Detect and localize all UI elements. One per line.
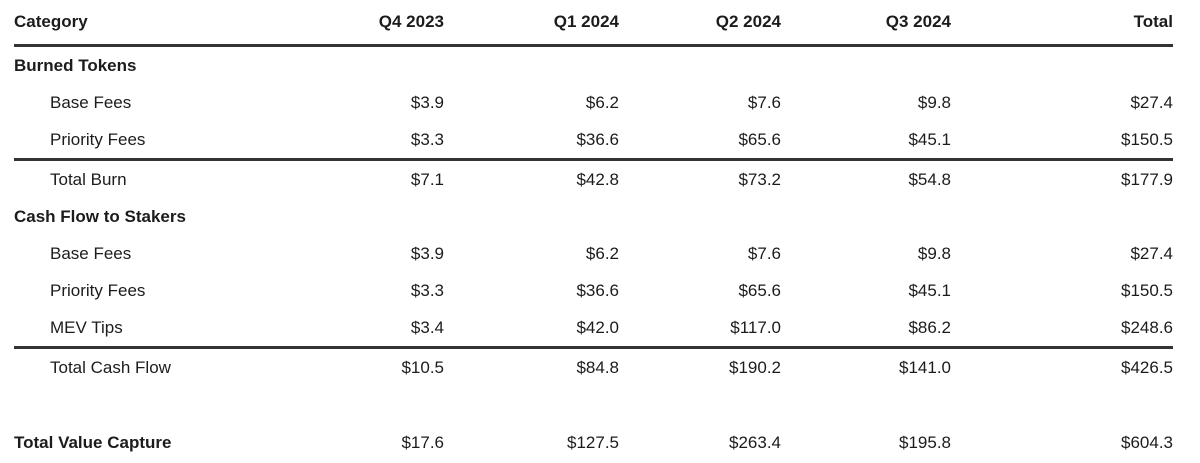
cell-total: $150.5 xyxy=(1121,280,1173,300)
cell-q1-2024: $84.8 xyxy=(576,357,619,377)
cell-q2-2024 xyxy=(619,46,781,85)
table-row-burn-priority-fees: Priority Fees $3.3 $36.6 $65.6 $45.1 $15… xyxy=(14,121,1173,160)
cell-total xyxy=(951,198,1173,235)
cell-q2-2024: $65.6 xyxy=(738,129,781,149)
value-capture-table: Category Q4 2023 Q1 2024 Q2 2024 Q3 2024… xyxy=(14,8,1173,461)
column-header-q2-2024: Q2 2024 xyxy=(715,12,781,31)
cell-q3-2024: $9.8 xyxy=(917,92,951,112)
cell-q3-2024: $195.8 xyxy=(899,432,951,452)
cell-q4-2023: $3.9 xyxy=(410,92,444,112)
cell-q4-2023: $7.1 xyxy=(410,169,444,189)
cell-total: $604.3 xyxy=(1121,432,1173,452)
cell-total xyxy=(951,46,1173,85)
row-label: MEV Tips xyxy=(50,317,123,337)
cell-q1-2024: $36.6 xyxy=(576,280,619,300)
cell-q2-2024: $190.2 xyxy=(729,357,781,377)
cell-q4-2023: $3.3 xyxy=(410,280,444,300)
cell-q3-2024: $45.1 xyxy=(908,280,951,300)
row-label: Priority Fees xyxy=(50,280,146,300)
cell-q4-2023: $3.9 xyxy=(410,243,444,263)
spacer-row xyxy=(14,386,1173,424)
row-label: Burned Tokens xyxy=(14,55,137,75)
cell-q3-2024: $9.8 xyxy=(917,243,951,263)
row-label: Total Burn xyxy=(50,169,127,189)
table-row-mev-tips: MEV Tips $3.4 $42.0 $117.0 $86.2 $248.6 xyxy=(14,309,1173,348)
cell-q2-2024: $73.2 xyxy=(738,169,781,189)
table-row-total-cash-flow: Total Cash Flow $10.5 $84.8 $190.2 $141.… xyxy=(14,348,1173,387)
cell-q4-2023: $3.4 xyxy=(410,317,444,337)
table-row-stakers-base-fees: Base Fees $3.9 $6.2 $7.6 $9.8 $27.4 xyxy=(14,235,1173,272)
cell-q1-2024: $6.2 xyxy=(585,243,619,263)
table-row-section-cash-flow-to-stakers: Cash Flow to Stakers xyxy=(14,198,1173,235)
cell-q1-2024: $6.2 xyxy=(585,92,619,112)
cell-q3-2024 xyxy=(781,198,951,235)
cell-q2-2024: $65.6 xyxy=(738,280,781,300)
cell-q4-2023: $10.5 xyxy=(401,357,444,377)
cell-q3-2024: $54.8 xyxy=(908,169,951,189)
cell-total: $27.4 xyxy=(1130,243,1173,263)
cell-total: $426.5 xyxy=(1121,357,1173,377)
column-header-total: Total xyxy=(1133,12,1173,31)
row-label: Cash Flow to Stakers xyxy=(14,206,186,226)
cell-q1-2024: $42.8 xyxy=(576,169,619,189)
row-label: Base Fees xyxy=(50,92,132,112)
cell-q4-2023 xyxy=(254,198,444,235)
cell-q3-2024: $141.0 xyxy=(899,357,951,377)
cell-total: $177.9 xyxy=(1121,169,1173,189)
row-label: Total Value Capture xyxy=(14,432,172,452)
cell-total: $248.6 xyxy=(1121,317,1173,337)
table-row-section-burned-tokens: Burned Tokens xyxy=(14,46,1173,85)
header-row: Category Q4 2023 Q1 2024 Q2 2024 Q3 2024… xyxy=(14,8,1173,46)
cell-q3-2024: $86.2 xyxy=(908,317,951,337)
table-row-total-value-capture: Total Value Capture $17.6 $127.5 $263.4 … xyxy=(14,424,1173,461)
cell-q4-2023: $3.3 xyxy=(410,129,444,149)
cell-q2-2024: $7.6 xyxy=(747,243,781,263)
table-row-stakers-priority-fees: Priority Fees $3.3 $36.6 $65.6 $45.1 $15… xyxy=(14,272,1173,309)
row-label: Priority Fees xyxy=(50,129,146,149)
cell-total: $27.4 xyxy=(1130,92,1173,112)
financial-table: Category Q4 2023 Q1 2024 Q2 2024 Q3 2024… xyxy=(14,8,1173,461)
cell-q1-2024 xyxy=(444,198,619,235)
column-header-category: Category xyxy=(14,12,88,31)
column-header-q4-2023: Q4 2023 xyxy=(378,12,444,31)
cell-q2-2024: $7.6 xyxy=(747,92,781,112)
cell-q1-2024: $42.0 xyxy=(576,317,619,337)
cell-total: $150.5 xyxy=(1121,129,1173,149)
cell-q3-2024: $45.1 xyxy=(908,129,951,149)
column-header-q3-2024: Q3 2024 xyxy=(885,12,951,31)
cell-q2-2024: $263.4 xyxy=(729,432,781,452)
row-label: Base Fees xyxy=(50,243,132,263)
cell-q1-2024 xyxy=(444,46,619,85)
table-row-burn-base-fees: Base Fees $3.9 $6.2 $7.6 $9.8 $27.4 xyxy=(14,84,1173,121)
column-header-q1-2024: Q1 2024 xyxy=(553,12,619,31)
cell-q3-2024 xyxy=(781,46,951,85)
row-label: Total Cash Flow xyxy=(50,357,171,377)
cell-q4-2023: $17.6 xyxy=(401,432,444,452)
spacer-cell xyxy=(14,386,1173,424)
cell-q2-2024 xyxy=(619,198,781,235)
cell-q1-2024: $127.5 xyxy=(567,432,619,452)
cell-q2-2024: $117.0 xyxy=(730,317,781,337)
cell-q1-2024: $36.6 xyxy=(576,129,619,149)
table-row-total-burn: Total Burn $7.1 $42.8 $73.2 $54.8 $177.9 xyxy=(14,160,1173,199)
cell-q4-2023 xyxy=(254,46,444,85)
